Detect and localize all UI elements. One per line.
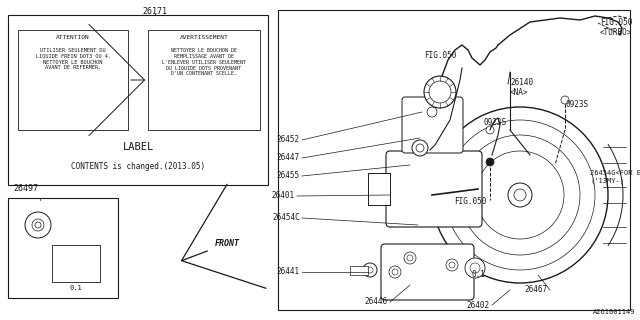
Text: FIG.050: FIG.050 <box>454 197 486 206</box>
Bar <box>18 30 128 130</box>
Text: 26452: 26452 <box>277 135 300 145</box>
Text: 26401: 26401 <box>272 191 295 201</box>
Bar <box>278 10 630 310</box>
Circle shape <box>412 140 428 156</box>
Circle shape <box>35 222 41 228</box>
Text: AVERTISSEMENT: AVERTISSEMENT <box>180 35 228 40</box>
Text: ATTENTION: ATTENTION <box>56 35 90 40</box>
Text: 0.1: 0.1 <box>70 285 83 291</box>
Text: 0.1: 0.1 <box>471 270 485 279</box>
Text: CONTENTS is changed.(2013.05): CONTENTS is changed.(2013.05) <box>71 162 205 171</box>
Circle shape <box>465 258 485 278</box>
Text: FIG.050: FIG.050 <box>424 51 456 60</box>
Text: 0923S: 0923S <box>483 118 506 127</box>
Circle shape <box>446 259 458 271</box>
Circle shape <box>424 76 456 108</box>
Text: 26447: 26447 <box>277 154 300 163</box>
Text: 26171: 26171 <box>143 7 168 16</box>
Text: 26446: 26446 <box>365 298 388 307</box>
Bar <box>368 173 390 205</box>
Bar <box>52 245 100 282</box>
Text: NETTOYER LE BOUCHON DE
REMPLISSAGE AVANT DE
L'ENLEVER UTILISER SEULEMENT
DU LIQU: NETTOYER LE BOUCHON DE REMPLISSAGE AVANT… <box>162 48 246 76</box>
Bar <box>148 30 260 130</box>
Text: 26455: 26455 <box>277 172 300 180</box>
Text: LABEL: LABEL <box>122 142 154 152</box>
Text: 26454C: 26454C <box>272 213 300 222</box>
Text: FRONT: FRONT <box>215 239 240 248</box>
Circle shape <box>561 96 569 104</box>
Text: FIG.050
<TURBO>: FIG.050 <TURBO> <box>600 18 632 37</box>
Text: 26497: 26497 <box>13 184 38 193</box>
Bar <box>350 266 368 275</box>
Circle shape <box>389 266 401 278</box>
Circle shape <box>486 158 494 166</box>
Text: 0923S: 0923S <box>565 100 588 109</box>
Bar <box>8 198 118 298</box>
Circle shape <box>508 183 532 207</box>
Text: 26454G<FOR EYESIGHT>
('13MY-): 26454G<FOR EYESIGHT> ('13MY-) <box>590 170 640 183</box>
Text: 26467: 26467 <box>525 285 548 294</box>
Bar <box>8 15 268 185</box>
Circle shape <box>404 252 416 264</box>
FancyBboxPatch shape <box>402 97 463 153</box>
Circle shape <box>432 107 608 283</box>
Text: A261001149: A261001149 <box>593 309 635 315</box>
Text: UTILISER SEULEMENT DU
LIQUIDE FREIN DOT3 OU 4.
NETTOYER LE BOUCHON
AVANT DE REFE: UTILISER SEULEMENT DU LIQUIDE FREIN DOT3… <box>35 48 111 70</box>
Circle shape <box>486 126 494 134</box>
FancyBboxPatch shape <box>386 151 482 227</box>
Text: 26441: 26441 <box>277 268 300 276</box>
FancyBboxPatch shape <box>381 244 474 300</box>
Circle shape <box>363 263 377 277</box>
Text: 26140
<NA>: 26140 <NA> <box>510 78 533 97</box>
Text: 26402: 26402 <box>467 300 490 309</box>
